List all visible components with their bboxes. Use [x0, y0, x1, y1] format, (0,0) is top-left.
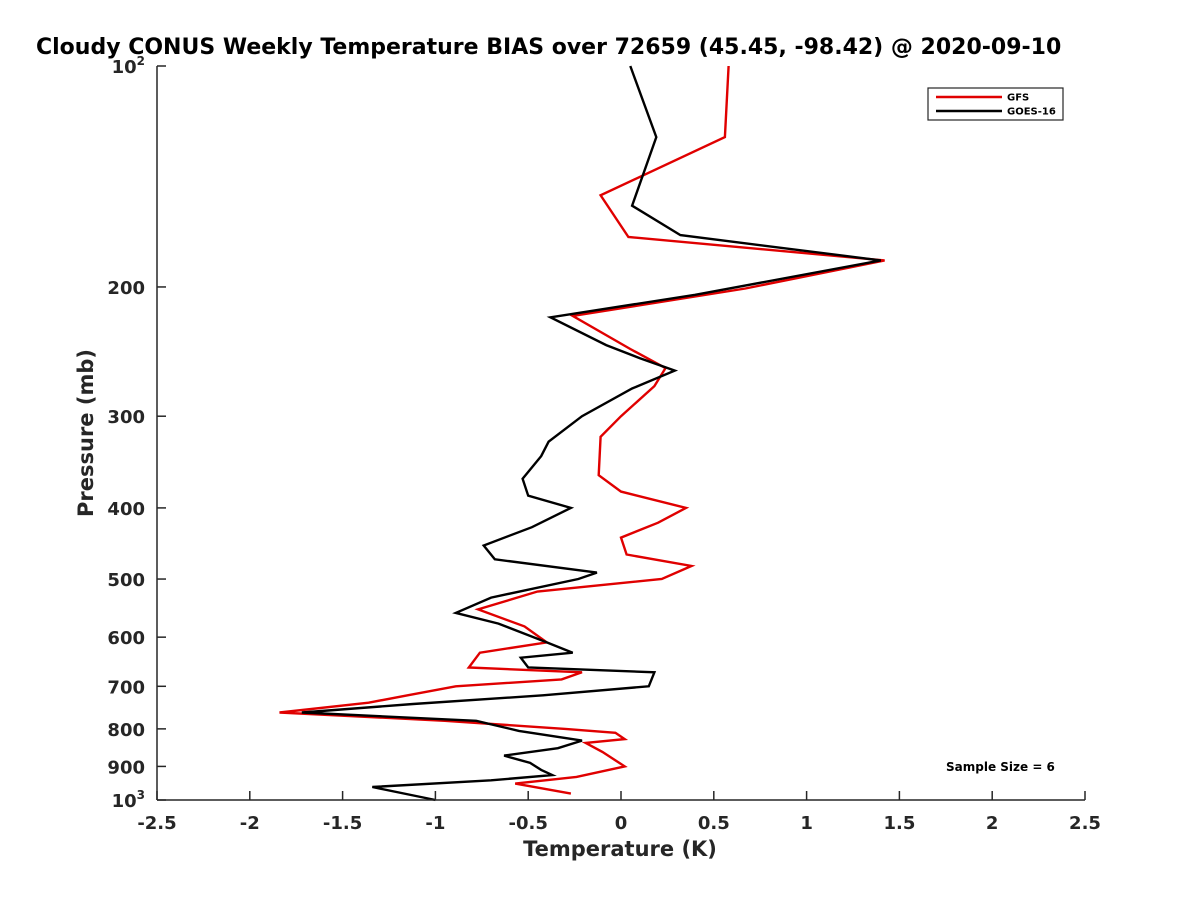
y-tick-label: 700: [107, 677, 145, 698]
y-tick-label: 300: [107, 407, 145, 428]
x-tick-label: -1.5: [323, 813, 362, 834]
x-tick-label: 2: [986, 813, 999, 834]
legend-label: GFS: [1007, 93, 1029, 104]
x-tick-label: -1: [425, 813, 445, 834]
x-tick-label: -0.5: [509, 813, 548, 834]
x-tick-label: -2.5: [137, 813, 176, 834]
chart-title: Cloudy CONUS Weekly Temperature BIAS ove…: [36, 35, 1061, 60]
y-axis-label: Pressure (mb): [74, 349, 98, 517]
series-layer: [279, 65, 885, 802]
x-axis-label: Temperature (K): [523, 837, 717, 861]
y-tick-label: 600: [107, 628, 145, 649]
x-axis-ticks: -2.5 -2 -1.5 -1 -0.5 0 0.5 1 1.5 2 2.5: [137, 791, 1101, 834]
y-tick-label: 900: [107, 757, 145, 778]
x-tick-label: 1: [800, 813, 813, 834]
y-tick-label: 102: [112, 54, 145, 78]
sample-size-annotation: Sample Size = 6: [946, 760, 1055, 774]
x-tick-label: 2.5: [1069, 813, 1101, 834]
y-tick-label: 500: [107, 570, 145, 591]
x-tick-label: 0.5: [698, 813, 730, 834]
y-tick-label: 800: [107, 720, 145, 741]
y-axis-ticks: 102 200 300 400 500 600 700 800 900 103: [107, 54, 166, 812]
y-tick-label: 400: [107, 499, 145, 520]
y-tick-label: 103: [112, 788, 145, 812]
x-tick-label: 1.5: [883, 813, 915, 834]
x-tick-label: 0: [615, 813, 628, 834]
series-line-goes16: [301, 65, 882, 802]
legend-label: GOES-16: [1007, 107, 1056, 118]
y-tick-label: 200: [107, 278, 145, 299]
legend-entries: GFS GOES-16: [936, 93, 1056, 118]
series-line-gfs: [279, 65, 885, 795]
legend-box: [927, 87, 1064, 121]
x-tick-label: -2: [240, 813, 260, 834]
chart-legend: GFS GOES-16: [927, 87, 1064, 121]
